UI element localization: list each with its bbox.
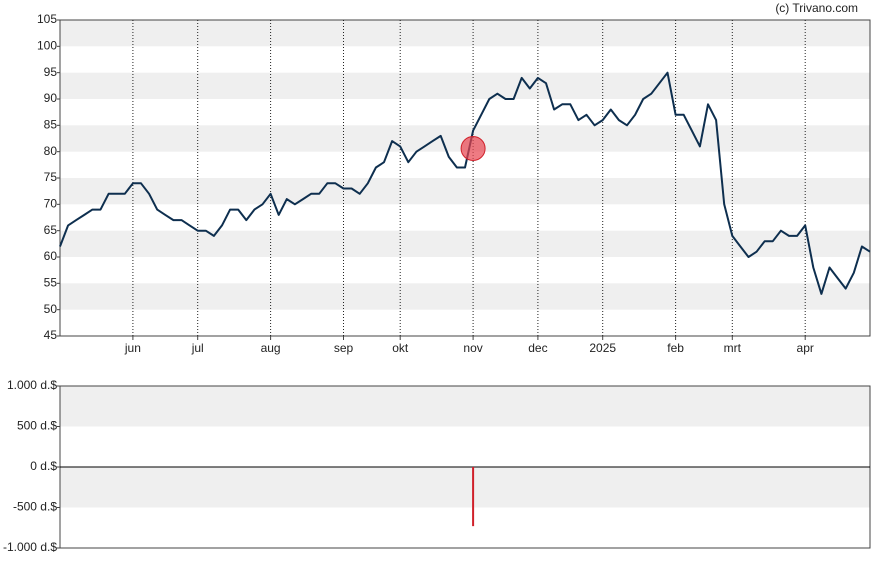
y-tick-label: 500 d.$ (17, 419, 57, 433)
plot-frame (59, 19, 871, 337)
x-tick-label: jun (124, 341, 141, 355)
y-tick-label: 45 (44, 328, 58, 342)
y-tick-label: 90 (44, 91, 58, 105)
y-tick-label: 75 (44, 170, 58, 184)
y-tick-label: -1.000 d.$ (3, 540, 57, 554)
x-tick-label: okt (392, 341, 409, 355)
grid-band (60, 467, 870, 508)
price-line (59, 71, 871, 295)
y-tick-label: 65 (44, 223, 58, 237)
x-tick-label: dec (528, 341, 547, 355)
x-tick-label: apr (797, 341, 814, 355)
x-tick-label: aug (261, 341, 281, 355)
x-tick-label: feb (667, 341, 684, 355)
x-tick-label: mrt (724, 341, 742, 355)
bar (472, 467, 475, 527)
trade-marker (460, 136, 486, 162)
x-tick-label: nov (463, 341, 482, 355)
y-tick-label: 95 (44, 65, 58, 79)
x-tick-label: jul (191, 341, 204, 355)
y-tick-label: 105 (37, 12, 57, 26)
y-tick-label: 50 (44, 302, 58, 316)
grid-band (60, 20, 870, 47)
grid-band (60, 230, 870, 257)
grid-band (60, 386, 870, 427)
credit: (c) Trivano.com (775, 1, 858, 15)
y-tick-label: -500 d.$ (13, 500, 57, 514)
y-tick-label: 1.000 d.$ (7, 378, 57, 392)
x-tick-label: 2025 (589, 341, 616, 355)
y-tick-label: 55 (44, 276, 58, 290)
y-tick-label: 80 (44, 144, 58, 158)
y-tick-label: 60 (44, 249, 58, 263)
x-tick-label: sep (334, 341, 354, 355)
y-tick-label: 70 (44, 197, 58, 211)
grid-band (60, 72, 870, 99)
grid-band (60, 178, 870, 205)
y-tick-label: 100 (37, 39, 57, 53)
y-tick-label: 0 d.$ (30, 459, 57, 473)
grid-band (60, 283, 870, 310)
y-tick-label: 85 (44, 118, 58, 132)
